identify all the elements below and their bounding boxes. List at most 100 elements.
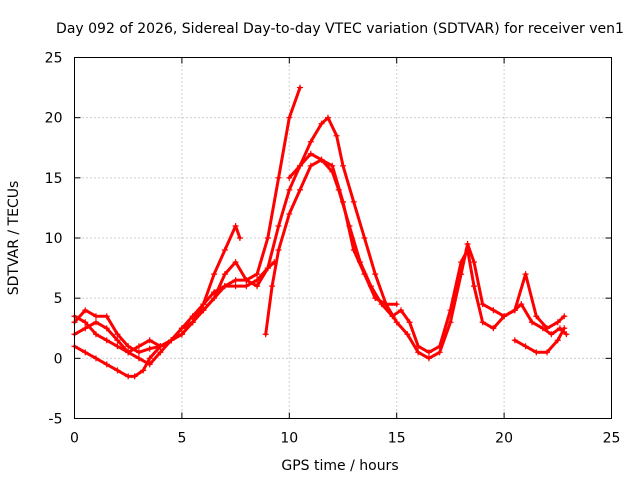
data-point	[243, 283, 250, 290]
data-point	[82, 325, 89, 332]
data-point	[554, 337, 561, 344]
data-point	[114, 331, 121, 338]
data-point	[269, 283, 276, 290]
data-point	[178, 325, 185, 332]
data-point	[286, 114, 293, 121]
data-point	[232, 277, 239, 284]
data-point	[103, 325, 110, 332]
data-point	[522, 343, 529, 350]
data-point	[307, 162, 314, 169]
data-point	[178, 331, 185, 338]
data-point	[146, 345, 153, 352]
data-point	[92, 319, 99, 326]
data-point	[189, 319, 196, 326]
data-point	[350, 247, 357, 254]
y-tick-label: 0	[54, 351, 63, 367]
data-point	[135, 349, 142, 356]
x-tick-label: 0	[70, 431, 79, 447]
data-point	[561, 325, 568, 332]
data-point	[286, 186, 293, 193]
y-axis-label: SDTVAR / TECUs	[6, 181, 22, 296]
data-point	[318, 120, 325, 127]
x-tick-label: 20	[495, 431, 513, 447]
data-point	[464, 247, 471, 254]
data-point	[372, 295, 379, 302]
data-point	[554, 319, 561, 326]
data-point	[372, 271, 379, 278]
data-point	[232, 283, 239, 290]
data-point	[221, 283, 228, 290]
data-point	[479, 301, 486, 308]
data-point	[275, 247, 282, 254]
series-line	[513, 326, 566, 354]
data-point	[425, 349, 432, 356]
data-point	[490, 307, 497, 314]
data-point	[114, 343, 121, 350]
y-tick-label: 20	[45, 111, 63, 127]
y-tick-label: 25	[45, 51, 63, 67]
data-point	[561, 313, 568, 320]
data-point	[501, 313, 508, 320]
data-point	[232, 222, 239, 229]
data-point	[393, 301, 400, 308]
data-point	[464, 241, 471, 248]
y-tick-label: 10	[45, 231, 63, 247]
data-point	[103, 361, 110, 368]
data-point	[103, 313, 110, 320]
data-point	[92, 355, 99, 362]
data-point	[114, 367, 121, 374]
data-point	[254, 271, 261, 278]
data-point	[200, 307, 207, 314]
data-point	[286, 210, 293, 217]
data-point	[221, 271, 228, 278]
x-tick-label: 25	[603, 431, 621, 447]
data-point	[425, 355, 432, 362]
data-point	[168, 337, 175, 344]
data-point	[189, 313, 196, 320]
data-point	[157, 343, 164, 350]
data-point	[324, 114, 331, 121]
series-track-7	[511, 325, 568, 356]
data-point	[406, 319, 413, 326]
data-point	[82, 319, 89, 326]
data-point	[307, 150, 314, 157]
data-point	[340, 162, 346, 169]
data-point	[471, 259, 478, 266]
data-point	[297, 186, 304, 193]
data-point	[103, 337, 110, 344]
data-point	[522, 271, 529, 278]
data-point	[157, 349, 164, 356]
data-point	[318, 156, 325, 163]
data-point	[82, 349, 89, 356]
data-point	[243, 277, 250, 284]
data-point	[92, 313, 99, 320]
data-point	[131, 373, 138, 380]
data-point	[236, 235, 243, 241]
data-point	[200, 301, 207, 308]
tick-layer	[74, 57, 612, 419]
data-point	[125, 349, 132, 356]
y-tick-label: -5	[49, 412, 63, 428]
data-point	[479, 319, 486, 326]
data-point	[232, 259, 239, 266]
data-point	[511, 307, 518, 314]
data-point	[125, 343, 132, 350]
data-point	[264, 265, 271, 272]
data-point	[146, 361, 153, 368]
chart-title: Day 092 of 2026, Sidereal Day-to-day VTE…	[56, 21, 624, 37]
data-point	[275, 222, 282, 229]
data-point	[458, 259, 465, 266]
data-point	[350, 198, 357, 205]
data-point	[333, 132, 340, 139]
data-point	[140, 367, 147, 374]
data-point	[436, 343, 443, 350]
data-point	[533, 313, 540, 320]
data-point	[286, 174, 293, 181]
data-point	[135, 355, 142, 362]
data-point	[529, 319, 536, 326]
data-point	[393, 319, 400, 326]
label-layer: 0 5 10 15 20 25 -5 0 5 10 15 20 25	[45, 51, 621, 447]
data-point	[471, 283, 478, 290]
data-point	[262, 331, 269, 338]
